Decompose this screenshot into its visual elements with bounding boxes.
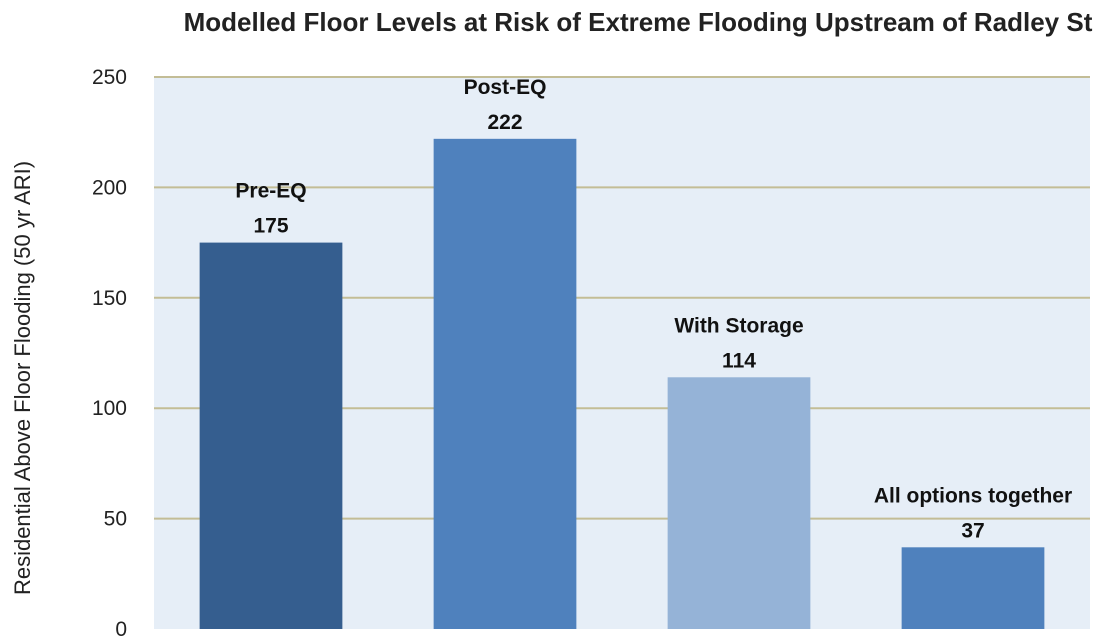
data-label: 37 xyxy=(961,519,984,542)
bar xyxy=(667,377,811,629)
y-axis-ticks: 0 50 100 150 200 250 xyxy=(92,66,127,639)
y-tick-label: 50 xyxy=(104,508,127,531)
chart-title: Modelled Floor Levels at Risk of Extreme… xyxy=(184,7,1093,37)
data-label: 222 xyxy=(487,111,522,134)
y-axis-label: Residential Above Floor Flooding (50 yr … xyxy=(10,161,35,595)
y-tick-label: 250 xyxy=(92,66,127,89)
bar xyxy=(901,547,1045,629)
category-label: Post-EQ xyxy=(464,76,547,99)
data-label: 114 xyxy=(722,349,756,372)
data-labels: Pre-EQ 175 Post-EQ 222 With Storage 114 All op… xyxy=(235,76,1072,542)
bars xyxy=(199,138,1045,629)
category-label: Pre-EQ xyxy=(235,180,306,203)
y-tick-label: 100 xyxy=(92,397,127,420)
y-tick-label: 0 xyxy=(115,618,127,639)
category-label: With Storage xyxy=(674,314,803,337)
category-label: All options together xyxy=(874,484,1072,507)
data-label: 175 xyxy=(253,215,288,238)
y-tick-label: 150 xyxy=(92,287,127,310)
bar xyxy=(199,242,343,629)
bar xyxy=(433,138,577,629)
y-tick-label: 200 xyxy=(92,176,127,199)
